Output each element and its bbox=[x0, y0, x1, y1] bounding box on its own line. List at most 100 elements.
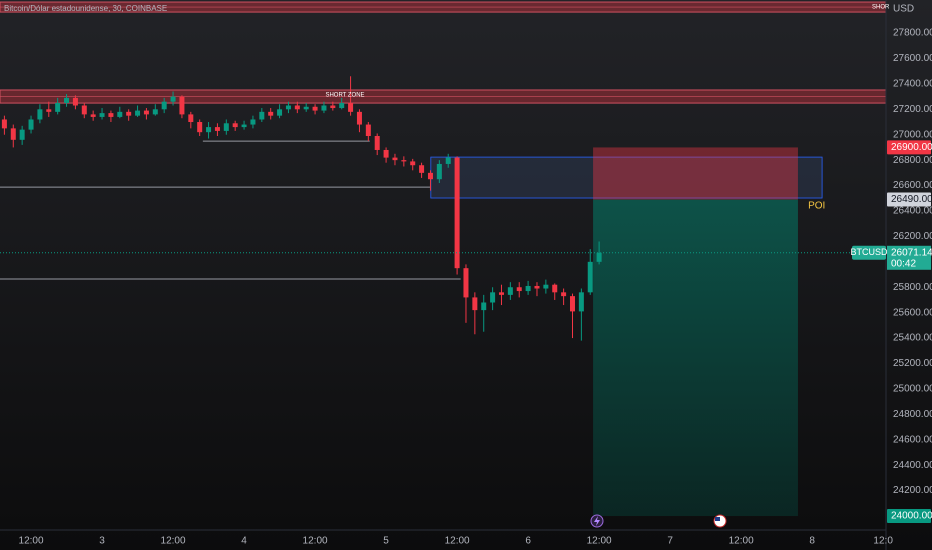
candle-body bbox=[214, 127, 220, 131]
price-tag-label: 26490.00 bbox=[891, 194, 932, 205]
x-tick-label: 12:0 bbox=[873, 536, 893, 547]
candle-body bbox=[463, 268, 469, 298]
candle-body bbox=[179, 96, 185, 115]
y-tick-label: 25800.00 bbox=[893, 282, 932, 293]
candle-body bbox=[117, 111, 123, 117]
candle-body bbox=[534, 285, 540, 289]
y-tick-label: 27000.00 bbox=[893, 129, 932, 140]
candle-body bbox=[19, 129, 25, 140]
candle-body bbox=[81, 105, 87, 115]
last-price-value: 26071.14 bbox=[891, 247, 932, 258]
x-tick-label: 3 bbox=[99, 536, 105, 547]
candle-body bbox=[587, 261, 593, 293]
x-tick-label: 7 bbox=[667, 536, 673, 547]
candle-body bbox=[108, 113, 114, 117]
candle-body bbox=[268, 111, 274, 116]
candle-body bbox=[1, 119, 7, 129]
poi-label: POI bbox=[808, 201, 825, 212]
last-price-tag bbox=[852, 245, 886, 260]
candle-body bbox=[445, 157, 451, 164]
y-tick-label: 25400.00 bbox=[893, 333, 932, 344]
candle-body bbox=[330, 105, 336, 109]
candle-body bbox=[427, 172, 433, 180]
target-area bbox=[593, 199, 798, 517]
candle-body bbox=[188, 114, 194, 123]
candle-body bbox=[383, 149, 389, 158]
candle-body bbox=[126, 111, 132, 116]
candle-body bbox=[339, 102, 345, 109]
candle-body bbox=[374, 135, 380, 150]
price-tag bbox=[887, 192, 931, 207]
candle-body bbox=[161, 101, 167, 110]
candle-body bbox=[525, 285, 531, 292]
candle-body bbox=[321, 105, 327, 111]
candle-body bbox=[596, 252, 602, 262]
y-tick-label: 25600.00 bbox=[893, 307, 932, 318]
y-tick-label: 26200.00 bbox=[893, 231, 932, 242]
candle-body bbox=[143, 110, 149, 115]
x-tick-label: 12:00 bbox=[303, 536, 328, 547]
price-tag-label: 26900.00 bbox=[891, 142, 932, 153]
y-tick-label: 26600.00 bbox=[893, 180, 932, 191]
candle-body bbox=[28, 119, 34, 130]
candle-body bbox=[454, 157, 460, 269]
y-tick-label: 25000.00 bbox=[893, 384, 932, 395]
candle-body bbox=[419, 165, 425, 173]
candle-body bbox=[472, 297, 478, 311]
y-tick-label: 26400.00 bbox=[893, 206, 932, 217]
candle-body bbox=[312, 106, 318, 111]
stop-area bbox=[593, 147, 798, 200]
chart-title: Bitcoin/Dólar estadounidense, 30, COINBA… bbox=[4, 4, 167, 13]
candle-body bbox=[277, 109, 283, 116]
candle-body bbox=[543, 284, 549, 289]
candle-body bbox=[356, 111, 362, 125]
x-tick-label: 12:00 bbox=[729, 536, 754, 547]
zone-label: SHOR bbox=[872, 5, 890, 11]
currency: USD bbox=[893, 4, 914, 15]
x-tick-label: 6 bbox=[525, 536, 531, 547]
y-tick-label: 24400.00 bbox=[893, 460, 932, 471]
candle-body bbox=[232, 123, 238, 128]
price-tag-label: 24000.00 bbox=[891, 511, 932, 522]
event-icons bbox=[590, 514, 727, 528]
candle-body bbox=[72, 97, 78, 106]
zone-label: SHORT ZONE bbox=[325, 93, 364, 99]
plot: POI bbox=[0, 1, 886, 517]
x-tick-label: 12:00 bbox=[445, 536, 470, 547]
candle-body bbox=[259, 111, 265, 120]
candle-body bbox=[436, 163, 442, 180]
candle-body bbox=[55, 102, 61, 112]
y-tick-label: 24800.00 bbox=[893, 409, 932, 420]
price-tag bbox=[887, 140, 931, 155]
x-tick-label: 12:00 bbox=[587, 536, 612, 547]
candle-body bbox=[250, 119, 256, 125]
candle-body bbox=[552, 284, 558, 293]
candle-body bbox=[241, 124, 247, 128]
candle-body bbox=[170, 96, 176, 102]
candle-body bbox=[285, 105, 291, 110]
candle-body bbox=[37, 109, 43, 120]
candle-body bbox=[516, 287, 522, 292]
candle-body bbox=[223, 123, 229, 131]
x-tick-label: 12:00 bbox=[161, 536, 186, 547]
candle-body bbox=[490, 292, 496, 303]
y-tick-label: 24600.00 bbox=[893, 434, 932, 445]
candle-body bbox=[46, 109, 52, 112]
price-tag bbox=[887, 509, 931, 524]
candle-body bbox=[303, 106, 309, 110]
candle-body bbox=[561, 292, 567, 297]
candle-body bbox=[410, 161, 416, 166]
y-tick-label: 27400.00 bbox=[893, 79, 932, 90]
candle-body bbox=[578, 292, 584, 312]
y-tick-label: 27200.00 bbox=[893, 104, 932, 115]
candle-body bbox=[481, 302, 487, 311]
candle-body bbox=[64, 97, 70, 103]
y-tick-label: 27600.00 bbox=[893, 53, 932, 64]
candle-body bbox=[498, 292, 504, 295]
candle-body bbox=[365, 124, 371, 136]
candle-body bbox=[294, 105, 300, 110]
candle-body bbox=[99, 113, 105, 117]
y-tick-label: 24200.00 bbox=[893, 485, 932, 496]
